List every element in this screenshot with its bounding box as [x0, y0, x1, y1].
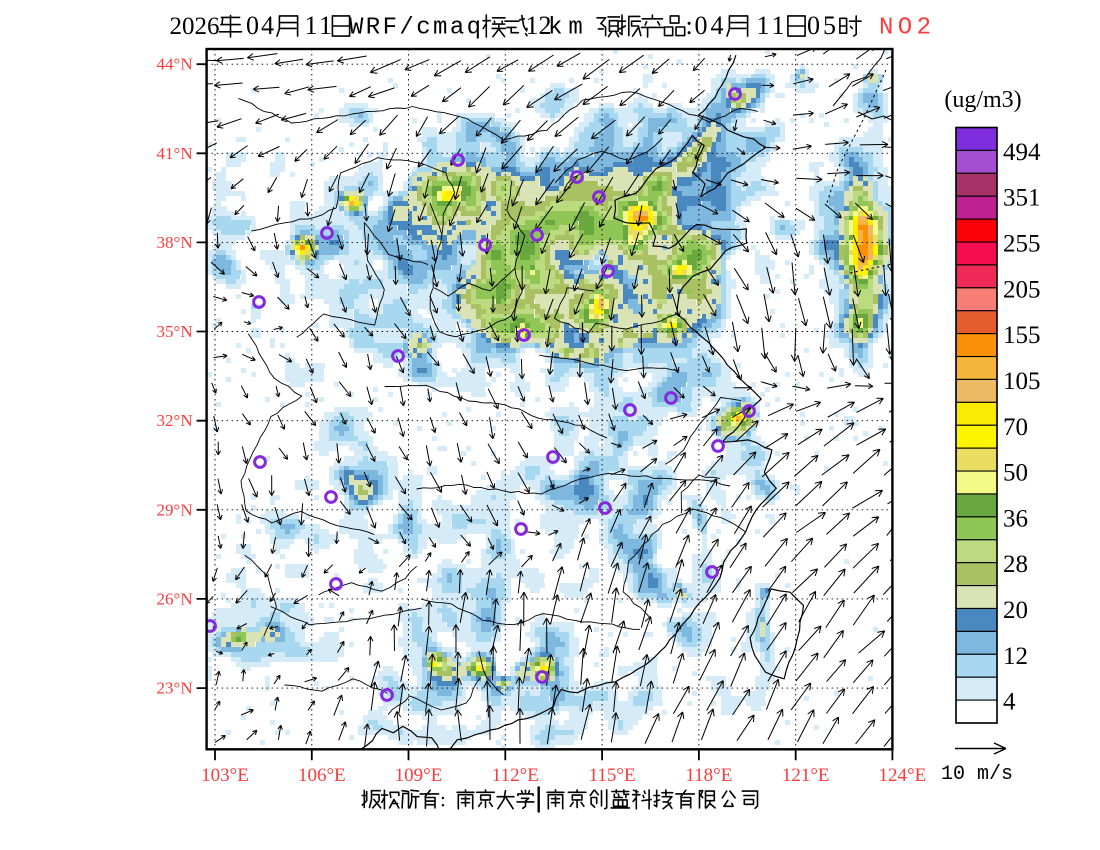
svg-text:494: 494 [1003, 139, 1041, 166]
svg-text:05: 05 [807, 11, 839, 40]
svg-text:2026: 2026 [170, 13, 220, 40]
svg-text:50: 50 [1003, 460, 1028, 487]
svg-text:20: 20 [1003, 597, 1028, 624]
svg-text:118°E: 118°E [685, 765, 732, 786]
svg-text:121°E: 121°E [782, 765, 830, 786]
svg-text:23°N: 23°N [157, 679, 193, 698]
svg-text:4: 4 [1003, 689, 1016, 716]
svg-text:103°E: 103°E [201, 765, 249, 786]
svg-text:(ug/m3): (ug/m3) [944, 87, 1021, 113]
svg-text:38°N: 38°N [157, 233, 193, 252]
svg-text::: : [440, 788, 446, 812]
svg-text:11: 11 [757, 11, 788, 40]
svg-text:11: 11 [305, 11, 335, 40]
svg-text:km: km [548, 15, 589, 42]
svg-text:106°E: 106°E [298, 765, 346, 786]
svg-text:41°N: 41°N [157, 144, 193, 163]
svg-text:NO2: NO2 [879, 15, 935, 42]
svg-text:115°E: 115°E [589, 765, 636, 786]
svg-text:36: 36 [1003, 505, 1028, 532]
svg-text:12: 12 [526, 11, 552, 40]
svg-text:26°N: 26°N [157, 589, 193, 608]
svg-text:35°N: 35°N [157, 322, 193, 341]
svg-text:04: 04 [695, 11, 727, 40]
svg-text:109°E: 109°E [395, 765, 443, 786]
svg-text:70: 70 [1003, 414, 1028, 441]
svg-text:WRF/cmaq: WRF/cmaq [349, 15, 483, 42]
svg-text:44°N: 44°N [157, 55, 193, 74]
svg-text:351: 351 [1003, 185, 1041, 212]
svg-text:124°E: 124°E [879, 765, 927, 786]
svg-text:28: 28 [1003, 551, 1028, 578]
svg-text:255: 255 [1003, 231, 1041, 258]
svg-text:04: 04 [246, 11, 276, 40]
svg-text:112°E: 112°E [492, 765, 539, 786]
svg-text:29°N: 29°N [157, 500, 193, 519]
svg-text:32°N: 32°N [157, 411, 193, 430]
svg-text:12: 12 [1003, 643, 1028, 670]
svg-text:10 m/s: 10 m/s [941, 763, 1013, 786]
svg-text:105: 105 [1003, 368, 1041, 395]
svg-text:205: 205 [1003, 276, 1041, 303]
svg-text::: : [686, 11, 693, 40]
svg-text:155: 155 [1003, 322, 1041, 349]
